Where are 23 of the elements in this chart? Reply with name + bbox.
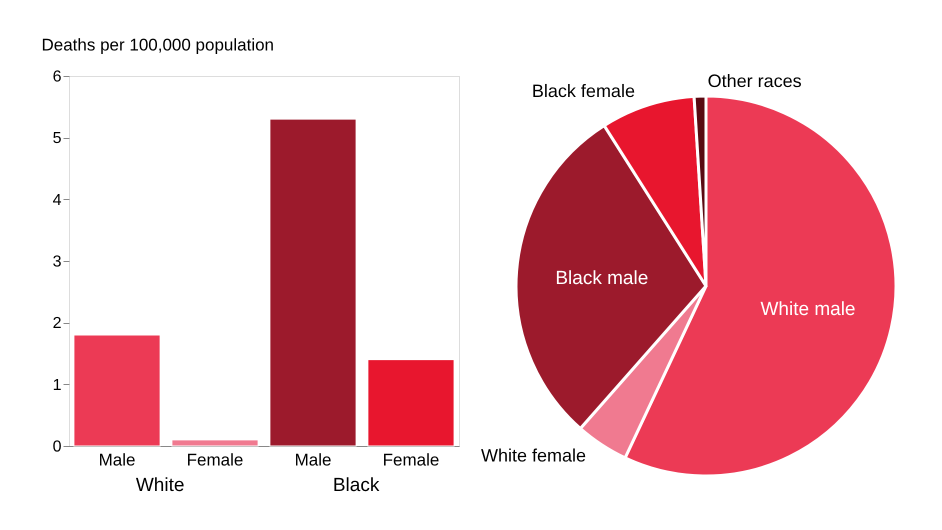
y-tick-label: 2 xyxy=(52,315,62,332)
y-tick-label: 5 xyxy=(52,130,62,148)
bar xyxy=(367,359,455,446)
x-tick-label: Female xyxy=(186,450,244,470)
x-tick-label: Male xyxy=(294,450,332,470)
text: White xyxy=(136,475,184,496)
slice-label: White female xyxy=(480,446,586,466)
y-axis-title: Deaths per 100,000 population xyxy=(42,36,274,54)
x-tick-label: Male xyxy=(98,450,136,470)
slice-label: White male xyxy=(760,298,856,320)
slice-label: Other races xyxy=(708,71,802,92)
text: Black xyxy=(332,475,380,496)
slice-label: Black female xyxy=(532,80,635,101)
bar xyxy=(171,439,259,446)
x-tick-label: Female xyxy=(382,450,440,470)
bar xyxy=(73,334,161,446)
y-tick-label: 6 xyxy=(52,68,62,86)
y-tick-label: 3 xyxy=(52,254,62,270)
y-tick-label: 0 xyxy=(52,438,62,456)
bar xyxy=(269,118,357,446)
y-tick-label: 4 xyxy=(52,192,62,209)
y-tick-label: 1 xyxy=(52,376,62,394)
slice-label: Black male xyxy=(555,268,648,289)
